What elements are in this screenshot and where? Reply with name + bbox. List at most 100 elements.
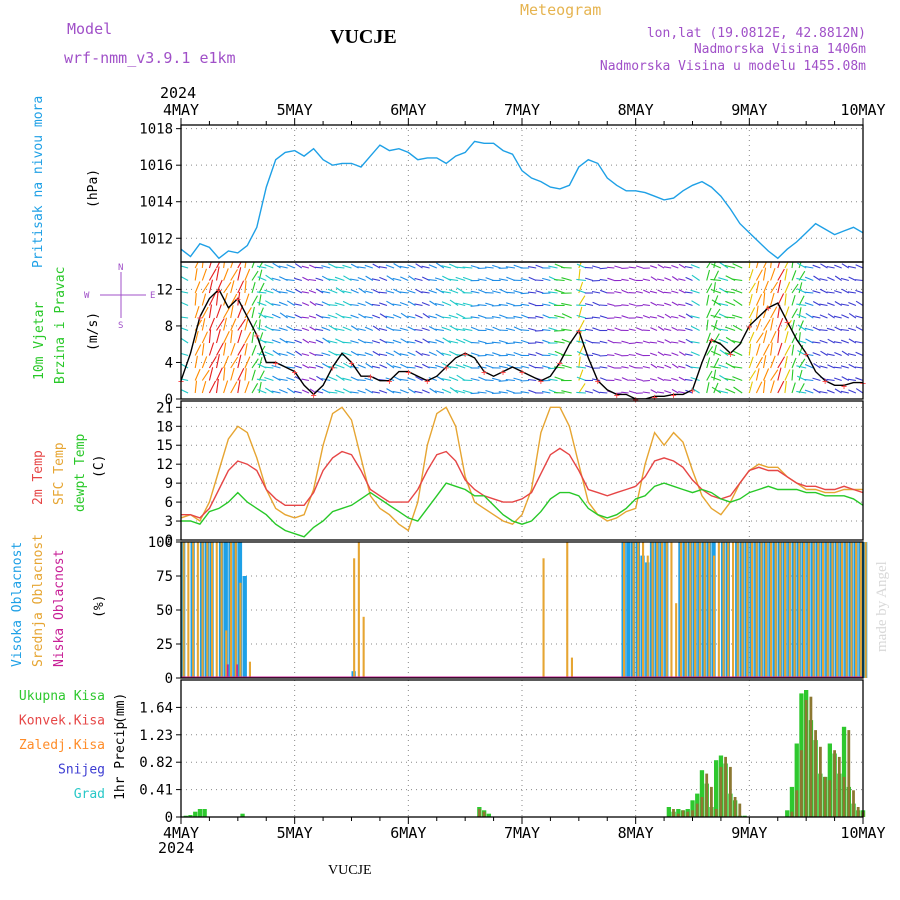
wind-barb <box>599 340 608 344</box>
wind-barb <box>441 265 452 269</box>
wind-barb <box>840 390 849 394</box>
precip-bar-convective <box>842 776 846 817</box>
wind-barb <box>548 291 558 294</box>
wind-barb <box>301 291 309 294</box>
wind-barb <box>548 378 558 382</box>
wind-barb <box>342 388 352 394</box>
wind-barb <box>576 278 586 282</box>
wind-barb <box>805 312 814 319</box>
wind-barb <box>379 276 388 282</box>
wind-barb <box>435 364 445 369</box>
precip-bar-total <box>699 770 705 817</box>
wind-barb <box>308 366 317 369</box>
wind-barb <box>271 328 281 332</box>
wind-barb <box>271 303 281 307</box>
wind-barb <box>308 315 317 319</box>
wind-speed-line <box>181 288 863 399</box>
wind-barb <box>592 352 601 357</box>
wind-barb <box>691 274 700 281</box>
wind-barb <box>834 301 842 306</box>
wind-barb <box>244 318 249 331</box>
wind-barb <box>827 364 835 369</box>
wind-barb <box>812 301 821 306</box>
wind-barb <box>357 302 366 307</box>
wind-barb <box>711 299 722 306</box>
wind-barb <box>621 304 629 307</box>
wind-gust-marker: + <box>538 377 544 388</box>
wind-barb <box>223 367 226 381</box>
wind-barb <box>848 327 857 332</box>
wind-barb <box>364 326 374 332</box>
wind-barb <box>834 388 842 394</box>
wind-barb <box>181 276 189 281</box>
wind-barb <box>614 378 622 382</box>
low-cloud-label: Niska Oblacnost <box>52 550 67 667</box>
wind-barb <box>334 276 345 282</box>
wind-barb <box>194 380 198 394</box>
wind-barb <box>578 356 581 369</box>
wind-barb <box>400 338 409 344</box>
precip-bar-convective <box>819 746 822 817</box>
cloud-bar <box>831 542 834 678</box>
wind-barb <box>561 364 572 369</box>
wind-barb <box>591 290 601 294</box>
wind-barb <box>649 378 658 382</box>
wind-barb <box>826 291 835 294</box>
wind-barb <box>350 263 359 269</box>
wind-gust-marker: + <box>254 331 260 342</box>
wind-barb <box>840 328 849 332</box>
wind-gust-marker: + <box>727 349 733 360</box>
cloud-bar <box>713 555 716 678</box>
wind-barb <box>621 340 629 344</box>
wind-barb <box>286 264 295 269</box>
precip-bar-convective <box>719 766 723 817</box>
wind-gust-marker: + <box>235 295 241 306</box>
precip-bar-convective <box>710 786 713 817</box>
x-tick-label: 10MAY <box>840 824 885 842</box>
model-name: wrf-nmm_v3.9.1 e1km <box>64 49 236 67</box>
wind-barb <box>813 362 821 369</box>
cloud-bar <box>765 542 768 678</box>
wind-barb <box>455 389 466 394</box>
wind-barb <box>731 365 743 369</box>
wind-barb <box>498 278 508 282</box>
wind-barb <box>513 264 523 269</box>
wind-barb <box>819 365 828 369</box>
wind-barb <box>379 302 388 307</box>
wind-barb <box>455 302 466 307</box>
cloud-bar <box>679 542 682 678</box>
wind-barb <box>777 268 785 281</box>
wind-barb <box>635 265 643 269</box>
wind-barb <box>342 315 352 319</box>
precip-bar-convective <box>795 790 799 817</box>
wind-barb <box>327 314 338 319</box>
wind-barb <box>718 277 729 282</box>
wind-barb <box>713 382 719 394</box>
wind-barb <box>244 307 252 319</box>
wind-barb <box>796 390 807 394</box>
wind-barb <box>706 346 714 356</box>
wind-barb <box>812 326 821 331</box>
precip-legend-label: Konvek.Kisa <box>19 714 105 729</box>
wind-barb <box>784 355 788 369</box>
wind-barb <box>635 378 643 382</box>
wind-barb <box>664 390 672 394</box>
wind-barb <box>379 338 388 344</box>
cloud-bar <box>651 542 654 678</box>
wind-barb <box>441 352 452 357</box>
wind-barb <box>804 327 814 332</box>
wind-barb <box>796 365 807 369</box>
x-tick-label: 8MAY <box>618 824 654 842</box>
wind-barb <box>371 303 380 307</box>
precip-bar-total <box>676 809 681 817</box>
wind-barb <box>378 266 388 269</box>
wind-barb <box>770 281 779 294</box>
y-tick-label: 100 <box>148 535 173 551</box>
wind-barb <box>492 264 501 269</box>
wind-barb <box>265 387 274 394</box>
wind-barb <box>350 314 359 319</box>
cloud-bar <box>732 542 735 678</box>
wind-barb <box>271 364 281 369</box>
wind-barb <box>650 327 658 332</box>
wind-barb <box>392 303 402 307</box>
